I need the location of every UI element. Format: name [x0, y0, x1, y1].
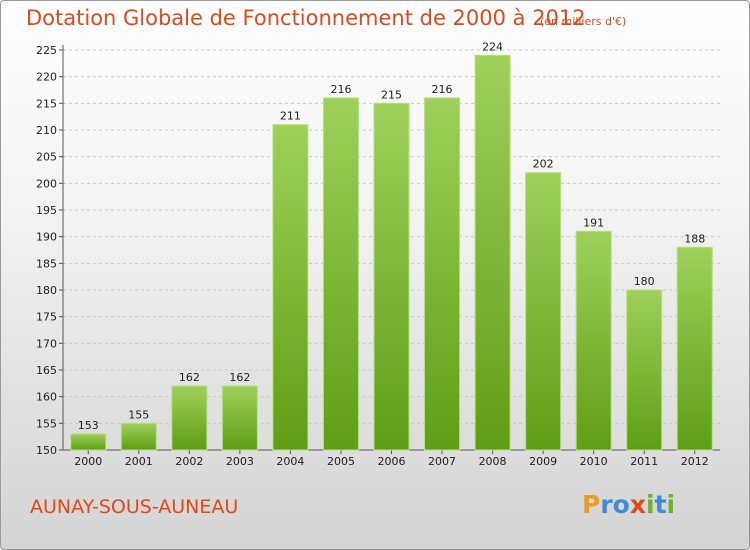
- bar: [575, 230, 612, 451]
- value-label: 202: [533, 158, 554, 171]
- y-tick-label: 165: [36, 364, 57, 377]
- logo-letter: i: [646, 490, 655, 519]
- y-tick-label: 215: [36, 97, 57, 110]
- bar: [322, 97, 359, 451]
- bar: [171, 385, 208, 451]
- y-tick-label: 205: [36, 151, 57, 164]
- y-tick-label: 180: [36, 284, 57, 297]
- x-tick-label: 2006: [378, 455, 406, 468]
- x-tick-label: 2011: [630, 455, 658, 468]
- y-tick-label: 170: [36, 337, 57, 350]
- value-label: 162: [229, 371, 250, 384]
- value-label: 180: [634, 275, 655, 288]
- bar: [70, 433, 107, 451]
- x-tick-label: 2004: [276, 455, 304, 468]
- value-label: 155: [128, 408, 149, 421]
- value-label: 162: [179, 371, 200, 384]
- x-tick-label: 2002: [175, 455, 203, 468]
- bar: [272, 124, 309, 451]
- value-label: 153: [78, 419, 99, 432]
- y-tick-label: 185: [36, 257, 57, 270]
- x-tick-label: 2012: [681, 455, 709, 468]
- proxiti-logo[interactable]: Proxiti: [582, 490, 675, 519]
- logo-letter: P: [582, 490, 601, 519]
- bar: [474, 54, 511, 451]
- logo-letter: r: [600, 490, 613, 519]
- y-tick-label: 155: [36, 417, 57, 430]
- y-tick-label: 175: [36, 311, 57, 324]
- x-tick-label: 2000: [74, 455, 102, 468]
- town-name: AUNAY-SOUS-AUNEAU: [30, 496, 239, 518]
- bar: [120, 422, 157, 451]
- y-tick-label: 190: [36, 231, 57, 244]
- y-tick-label: 195: [36, 204, 57, 217]
- x-tick-label: 2008: [479, 455, 507, 468]
- x-tick-label: 2005: [327, 455, 355, 468]
- value-label: 224: [482, 40, 503, 53]
- bar: [373, 102, 410, 451]
- logo-letter: o: [612, 490, 630, 519]
- y-tick-label: 160: [36, 391, 57, 404]
- y-tick-label: 210: [36, 124, 57, 137]
- bar: [525, 172, 562, 451]
- bar: [676, 246, 713, 451]
- bar: [626, 289, 663, 451]
- value-label: 216: [432, 83, 453, 96]
- logo-letter: x: [629, 490, 646, 519]
- logo-letter: i: [666, 490, 676, 519]
- value-label: 216: [330, 83, 351, 96]
- value-label: 211: [280, 110, 301, 123]
- chart-title: Dotation Globale de Fonctionnement de 20…: [26, 6, 586, 30]
- x-tick-label: 2003: [226, 455, 254, 468]
- logo-letter: t: [654, 490, 667, 519]
- bar: [424, 97, 461, 451]
- labels: 153 155 162 162 211 216 215 216 224 202 191 180 188: [78, 40, 705, 432]
- bar: [221, 385, 258, 451]
- y-tick-label: 200: [36, 177, 57, 190]
- x-tick-label: 2007: [428, 455, 456, 468]
- y-tick-label: 220: [36, 71, 57, 84]
- x-tick-label: 2010: [580, 455, 608, 468]
- bars: [70, 54, 713, 451]
- y-tick-label: 225: [36, 44, 57, 57]
- chart-unit: (en milliers d'€): [540, 15, 627, 28]
- x-tick-label: 2001: [125, 455, 153, 468]
- x-tick-label: 2009: [529, 455, 557, 468]
- value-label: 215: [381, 88, 402, 101]
- value-label: 191: [583, 216, 604, 229]
- value-label: 188: [684, 232, 705, 245]
- y-tick-label: 150: [36, 444, 57, 457]
